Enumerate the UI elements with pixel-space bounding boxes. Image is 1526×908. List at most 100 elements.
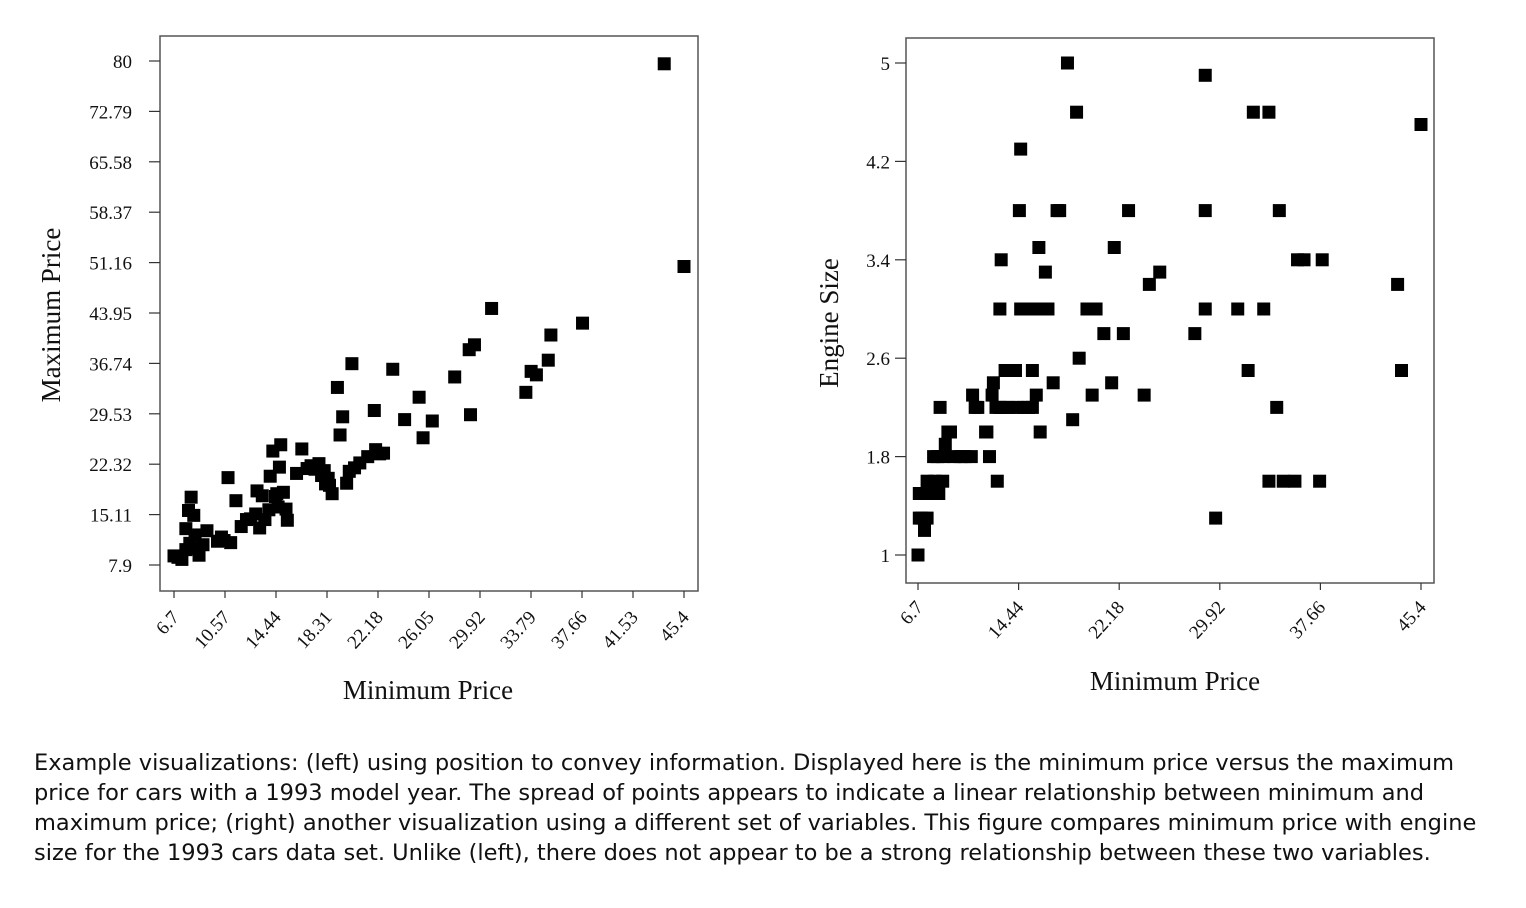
data-point	[943, 425, 957, 439]
data-point	[1241, 364, 1255, 377]
data-point	[1262, 474, 1276, 488]
data-point	[184, 490, 198, 504]
y-tick-label: 43.95	[89, 304, 132, 325]
y-axis-title: Maximum Price	[36, 228, 66, 403]
data-point	[980, 425, 994, 439]
data-point	[1297, 253, 1311, 267]
data-point	[1046, 376, 1060, 390]
x-axis-title: Minimum Price	[1090, 666, 1260, 696]
data-point	[917, 523, 931, 537]
y-axis-title: Engine Size	[814, 258, 844, 388]
data-point	[224, 536, 238, 550]
data-point	[464, 408, 478, 422]
data-point	[1014, 142, 1028, 156]
data-point	[1188, 327, 1202, 341]
data-point	[1137, 388, 1151, 402]
data-point	[229, 494, 243, 508]
data-point	[367, 404, 381, 418]
x-tick-label: 41.53	[599, 607, 643, 653]
data-point	[966, 388, 980, 402]
data-point	[255, 489, 269, 503]
data-point	[986, 376, 1000, 390]
x-tick-label: 18.31	[293, 607, 337, 653]
data-point	[1257, 302, 1271, 316]
x-tick-label: 29.92	[1185, 597, 1229, 643]
x-tick-label: 6.7	[896, 597, 927, 629]
data-point	[576, 316, 590, 330]
data-point	[398, 413, 412, 427]
data-point	[221, 471, 235, 485]
data-point	[1313, 474, 1327, 488]
y-tick-label: 29.53	[89, 405, 132, 426]
data-point	[1246, 105, 1260, 119]
data-point	[187, 508, 201, 522]
data-point	[467, 338, 481, 352]
data-point	[519, 385, 533, 399]
plot-frame	[159, 35, 699, 592]
data-point	[412, 390, 426, 404]
y-tick-label: 51.16	[89, 254, 132, 275]
y-tick-label: 72.79	[89, 102, 132, 123]
data-point	[425, 414, 439, 428]
data-point	[1122, 204, 1136, 218]
data-point	[1012, 204, 1026, 218]
x-tick-label: 29.92	[446, 607, 490, 653]
data-point	[1270, 400, 1284, 414]
data-point	[1198, 204, 1212, 218]
data-point	[295, 442, 309, 456]
data-point	[920, 511, 934, 525]
data-point	[1198, 302, 1212, 316]
data-point	[1395, 364, 1409, 377]
data-point	[1198, 68, 1212, 82]
data-point	[386, 362, 400, 376]
x-tick-label: 45.4	[1393, 597, 1431, 636]
y-tick-label: 22.32	[89, 455, 132, 476]
x-tick-label: 37.66	[548, 607, 592, 653]
data-point	[325, 487, 339, 501]
x-tick-label: 14.44	[984, 597, 1029, 643]
data-point	[1231, 302, 1245, 316]
data-point	[1288, 474, 1302, 488]
y-tick-label: 65.58	[89, 153, 132, 174]
data-point	[982, 450, 996, 464]
data-point	[911, 548, 925, 562]
x-tick-label: 10.57	[191, 607, 235, 653]
data-point	[998, 364, 1012, 377]
data-point	[1070, 105, 1084, 119]
data-point	[936, 450, 950, 464]
y-tick-label: 1	[881, 546, 891, 567]
data-point	[290, 466, 304, 480]
data-point	[336, 410, 350, 424]
figure-caption: Example visualizations: (left) using pos…	[34, 750, 1477, 866]
data-point	[1008, 364, 1022, 377]
data-point	[971, 400, 985, 414]
data-point	[330, 380, 344, 394]
data-point	[1041, 302, 1055, 316]
data-point	[416, 431, 430, 445]
data-point	[485, 301, 499, 315]
data-point	[994, 253, 1008, 267]
data-point	[188, 528, 202, 542]
x-tick-label: 22.18	[344, 607, 388, 653]
data-point	[1033, 425, 1047, 439]
y-tick-label: 80	[113, 52, 132, 73]
data-point	[192, 548, 206, 562]
data-point	[1066, 413, 1080, 427]
data-point	[1072, 351, 1086, 365]
data-point	[938, 437, 952, 451]
data-point	[200, 524, 214, 538]
data-point	[377, 446, 391, 460]
data-point	[340, 476, 354, 490]
data-point	[272, 460, 286, 474]
x-tick-label: 45.4	[656, 607, 694, 646]
data-point	[1025, 364, 1039, 377]
y-tick-label: 4.2	[866, 152, 890, 173]
y-tick-label: 5	[881, 54, 891, 75]
figure: 6.7 10.57 14.44 18.31 22.18 26.05 29.92 33.79 37…	[36, 35, 1435, 705]
x-tick-label: 33.79	[497, 607, 541, 653]
data-point	[1107, 241, 1121, 254]
data-point	[196, 538, 210, 552]
data-point	[1414, 118, 1428, 131]
data-point	[677, 260, 691, 274]
plot-frame	[905, 37, 1435, 584]
